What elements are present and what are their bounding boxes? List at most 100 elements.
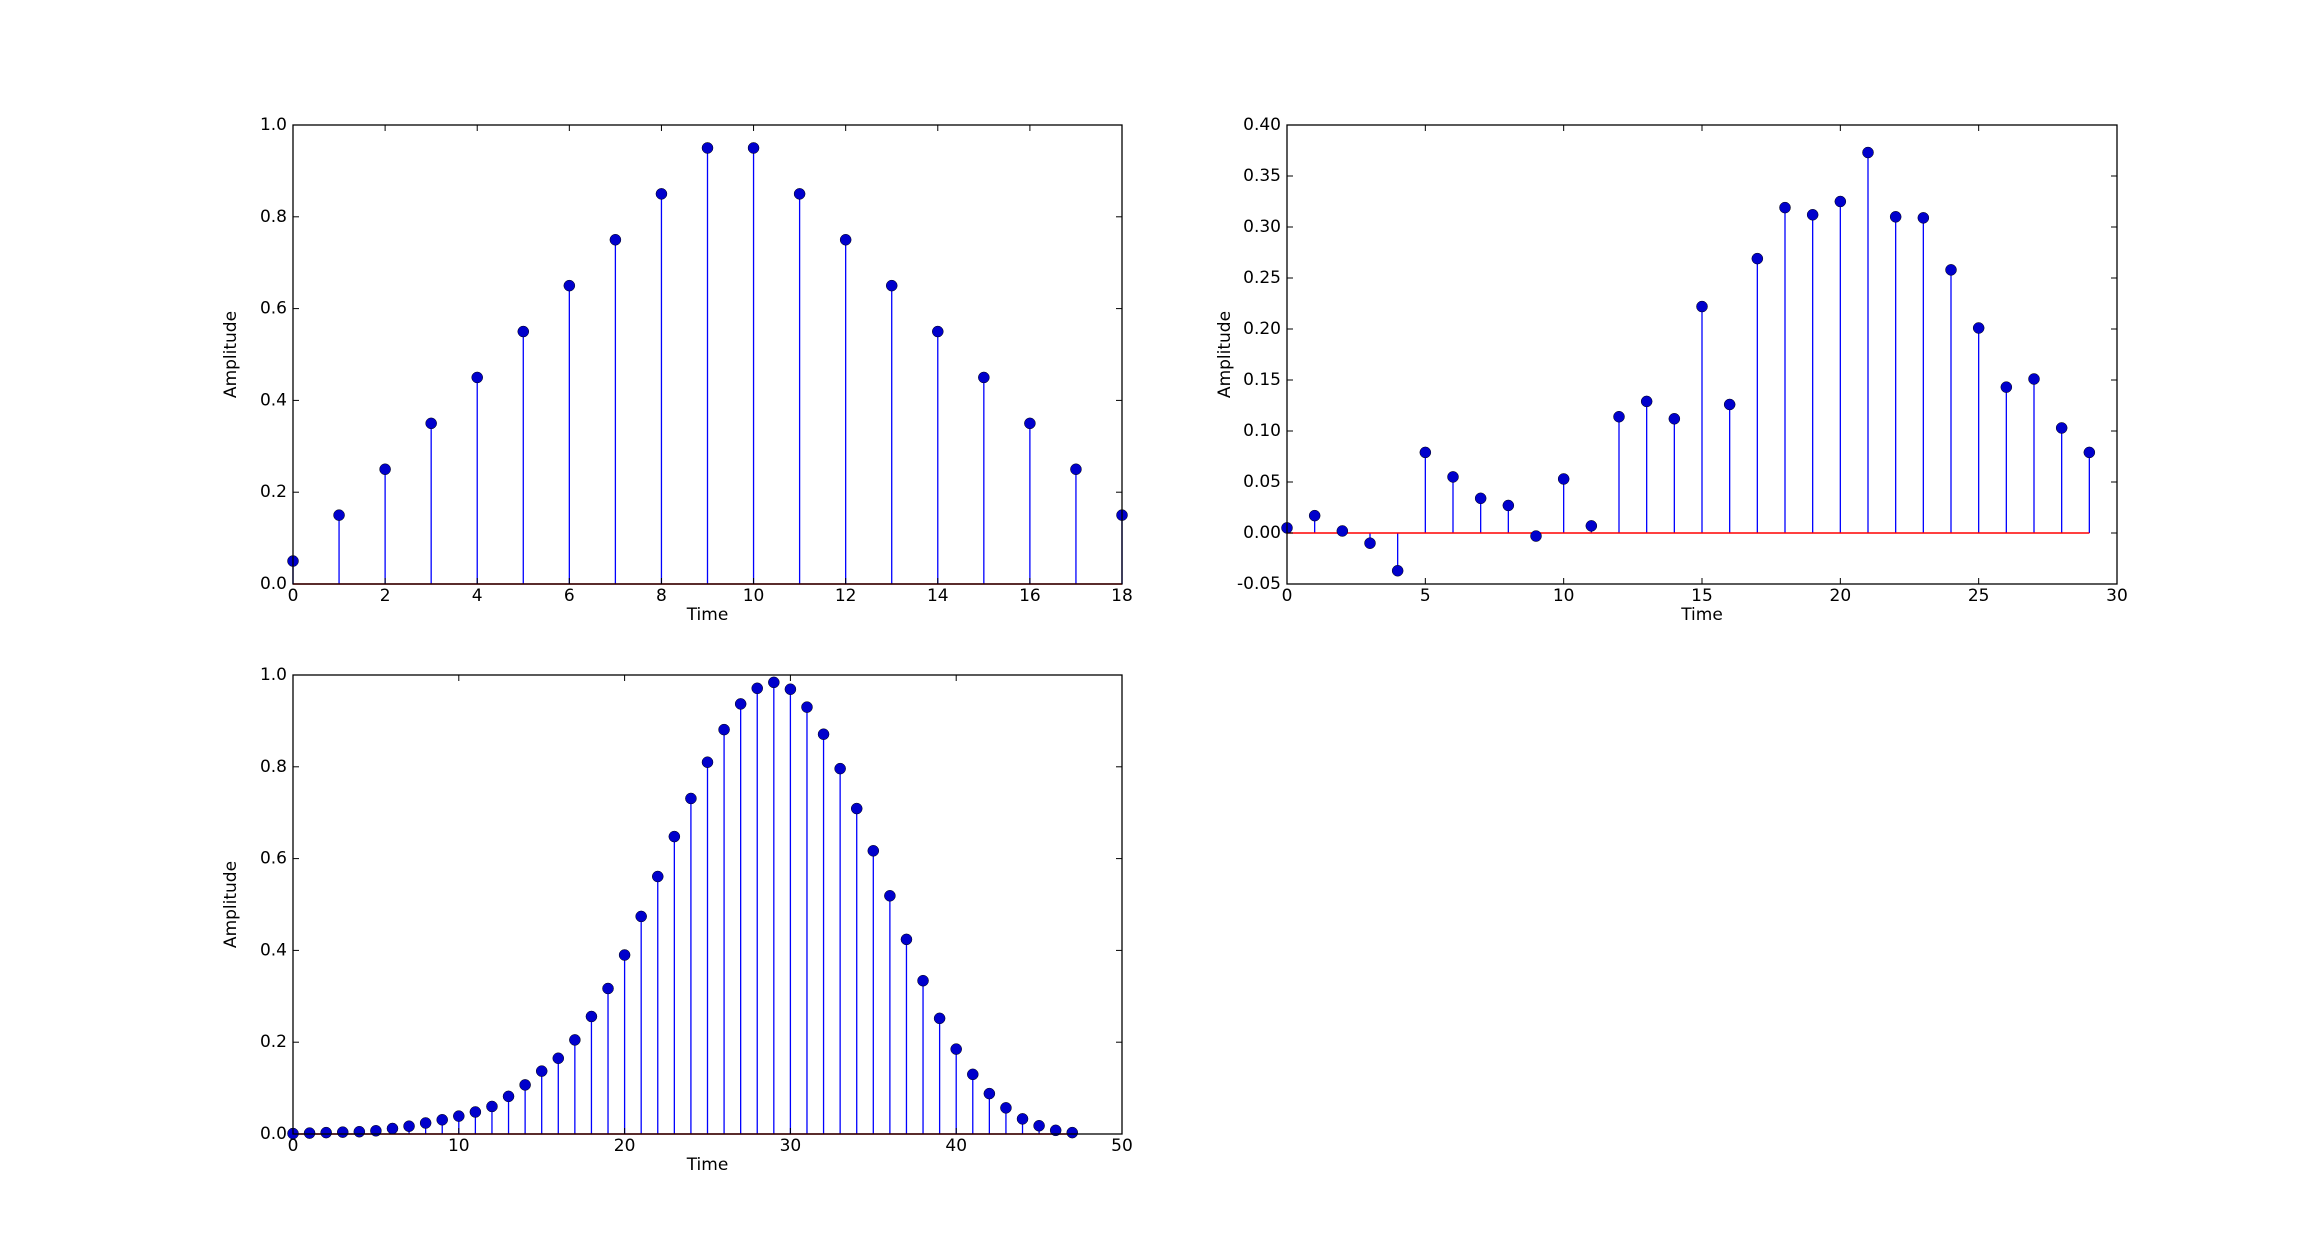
- stem-marker: [336, 1126, 349, 1138]
- stem-marker: [519, 1079, 531, 1091]
- y-tick-label: 1.0: [260, 665, 287, 685]
- x-tick-label: 14: [927, 586, 949, 606]
- x-tick-label: 50: [1111, 1136, 1133, 1156]
- y-tick-label: 0.4: [260, 390, 287, 410]
- stem-marker: [469, 1106, 482, 1118]
- axes-frame: [292, 674, 1123, 1135]
- stem-marker: [1033, 1119, 1045, 1132]
- stem-marker: [502, 1090, 515, 1103]
- x-tick-label: 25: [1968, 586, 1990, 606]
- y-tick-label: 0.4: [260, 940, 287, 960]
- y-axis-label: Amplitude: [221, 311, 241, 398]
- x-tick-label: 10: [743, 586, 765, 606]
- y-tick-label: 0.0: [260, 574, 287, 594]
- y-tick-label: 0.6: [260, 849, 287, 869]
- stem-marker: [1834, 195, 1847, 208]
- stem-marker: [1723, 398, 1736, 411]
- stem-marker: [1336, 525, 1349, 537]
- stem-marker: [867, 845, 880, 857]
- stem-marker: [1613, 410, 1625, 423]
- stem-marker: [967, 1068, 979, 1081]
- y-tick-label: 0.2: [260, 482, 287, 502]
- x-tick-label: 4: [472, 586, 483, 606]
- stem-marker: [379, 463, 391, 475]
- stem-marker: [486, 1100, 498, 1113]
- y-tick-label: 0.30: [1243, 217, 1281, 237]
- y-tick-label: 0.40: [1243, 115, 1281, 135]
- stem-marker: [1447, 471, 1459, 483]
- stem-marker: [884, 890, 896, 902]
- stem-marker: [517, 325, 530, 338]
- stem-marker: [403, 1120, 415, 1132]
- x-tick-label: 16: [1019, 586, 1041, 606]
- stem-marker: [419, 1117, 432, 1129]
- stem-marker: [320, 1126, 332, 1139]
- stem-marker: [353, 1125, 366, 1138]
- stem-marker: [535, 1065, 548, 1077]
- stem-marker: [1066, 1126, 1079, 1139]
- stem-marker: [685, 792, 697, 805]
- stem-marker: [1557, 473, 1570, 485]
- stem-marker: [333, 509, 345, 521]
- stem-marker: [1049, 1124, 1062, 1137]
- stem-marker: [1070, 463, 1082, 475]
- stem-marker: [635, 910, 647, 923]
- x-tick-label: 0: [288, 586, 299, 606]
- x-tick-label: 40: [945, 1136, 967, 1156]
- y-tick-label: 0.15: [1243, 370, 1281, 390]
- stem-marker: [386, 1122, 399, 1135]
- stem-marker: [609, 234, 622, 246]
- stem-marker: [834, 762, 846, 775]
- x-tick-label: 18: [1111, 586, 1133, 606]
- stem-marker: [1696, 300, 1708, 313]
- stem-marker: [817, 728, 830, 740]
- stem-marker: [1502, 499, 1515, 512]
- x-tick-label: 8: [656, 586, 667, 606]
- y-axis-label: Amplitude: [1215, 311, 1235, 398]
- stem-marker: [471, 371, 483, 384]
- x-tick-label: 10: [1553, 586, 1575, 606]
- stem-marker: [563, 279, 576, 292]
- y-tick-label: 1.0: [260, 115, 287, 135]
- y-tick-label: 0.35: [1243, 166, 1281, 186]
- stem-marker: [618, 949, 631, 961]
- stem-marker: [1751, 252, 1764, 265]
- stem-marker: [850, 802, 863, 815]
- y-tick-label: 0.8: [260, 207, 287, 227]
- stem-marker: [1308, 509, 1321, 522]
- y-tick-label: 0.0: [260, 1124, 287, 1144]
- x-tick-label: 20: [1830, 586, 1852, 606]
- stem-marker: [2083, 446, 2096, 459]
- stem-marker: [1945, 264, 1957, 276]
- y-axis-label: Amplitude: [221, 861, 241, 948]
- stem-marker: [1779, 201, 1791, 214]
- stem-marker: [751, 682, 763, 695]
- stem-marker: [701, 756, 714, 768]
- y-tick-label: 0.00: [1243, 523, 1281, 543]
- x-tick-label: 12: [835, 586, 857, 606]
- y-tick-label: 0.10: [1243, 421, 1281, 441]
- stem-marker: [436, 1114, 448, 1126]
- x-tick-label: 15: [1691, 586, 1713, 606]
- stem-marker: [453, 1110, 465, 1122]
- stem-marker: [1530, 530, 1542, 542]
- x-axis-label: Time: [686, 1155, 729, 1175]
- stem-marker: [668, 830, 681, 843]
- stem-marker: [885, 279, 898, 292]
- stem-marker: [303, 1127, 316, 1139]
- stem-marker: [2055, 422, 2068, 434]
- stem-marker: [950, 1043, 962, 1055]
- x-tick-label: 6: [564, 586, 575, 606]
- stem-marker: [569, 1034, 581, 1046]
- x-tick-label: 0: [288, 1136, 299, 1156]
- stem-marker: [900, 933, 913, 946]
- stem-marker: [1806, 209, 1819, 221]
- stem-marker: [1391, 564, 1404, 577]
- stem-marker: [655, 188, 668, 200]
- stem-marker: [718, 723, 730, 736]
- x-axis-label: Time: [1680, 605, 1723, 625]
- stem-marker: [1419, 446, 1432, 459]
- y-tick-label: -0.05: [1237, 574, 1281, 594]
- y-tick-label: 0.8: [260, 757, 287, 777]
